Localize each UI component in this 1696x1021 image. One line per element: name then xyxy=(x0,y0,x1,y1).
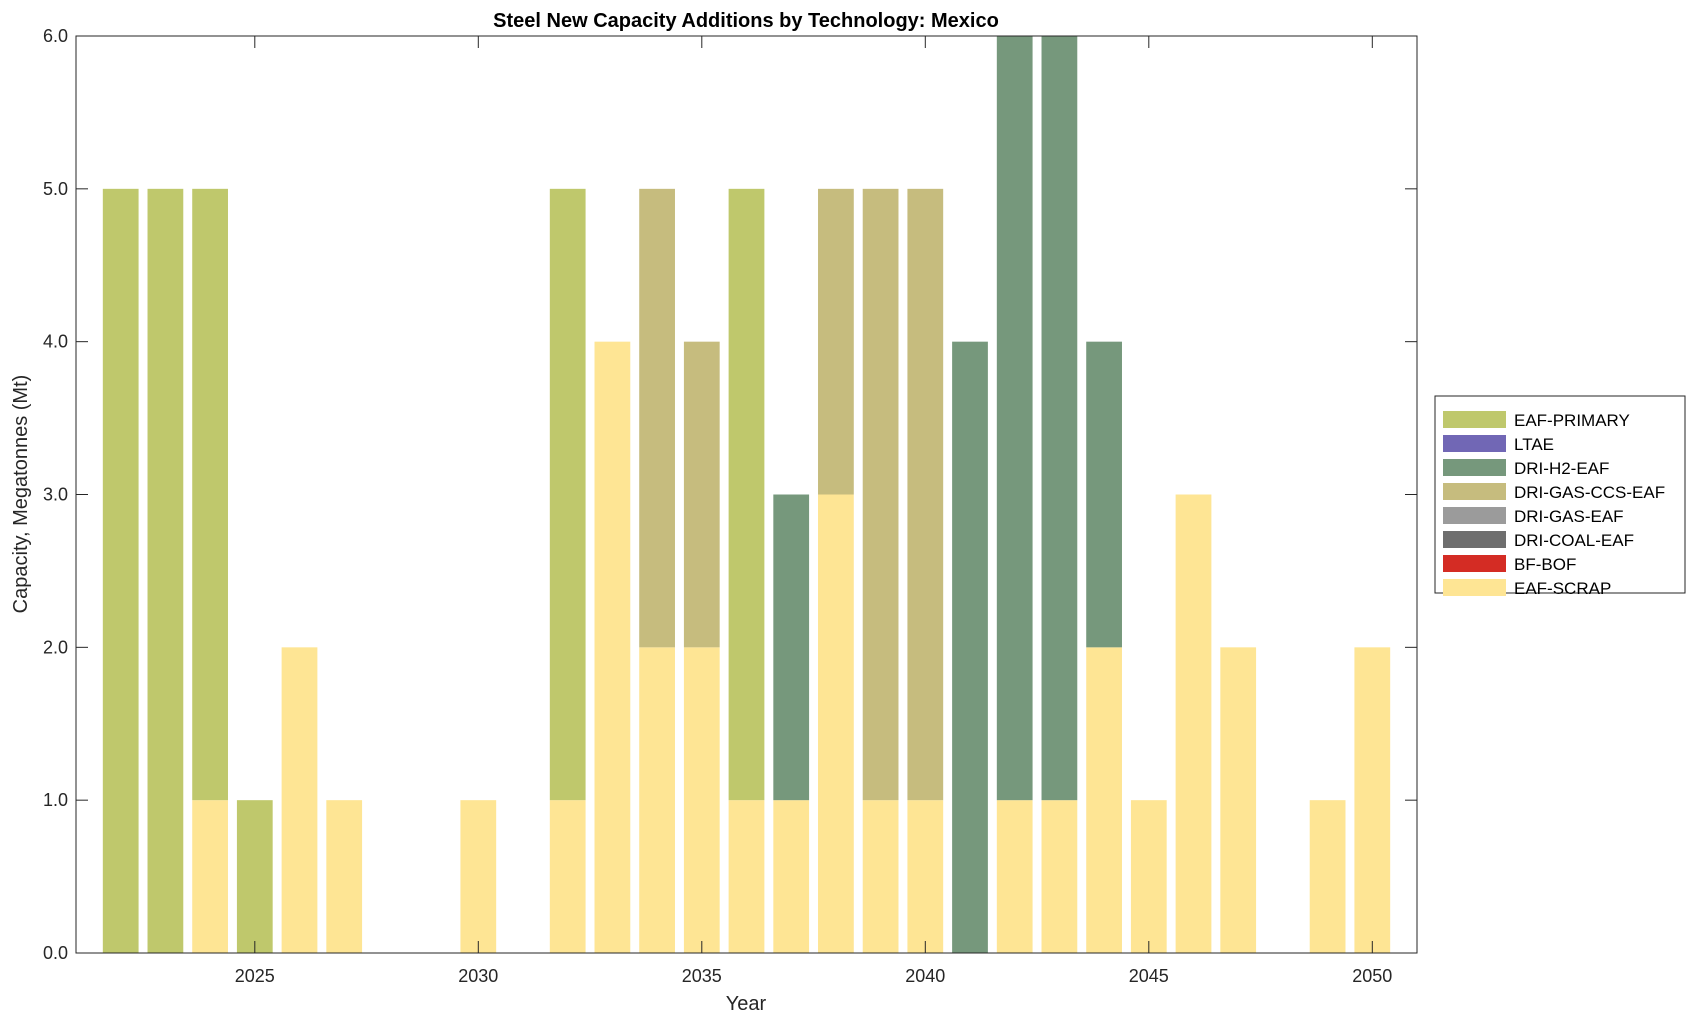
bar-dri-gas-ccs-eaf-2035 xyxy=(683,341,720,648)
legend-swatch-eaf-primary xyxy=(1443,411,1506,428)
bar-eaf-primary-2023 xyxy=(147,188,184,953)
y-tick-label: 5.0 xyxy=(43,179,68,199)
x-tick-label: 2030 xyxy=(458,966,498,986)
bar-eaf-scrap-2027 xyxy=(326,800,363,953)
y-tick-label: 6.0 xyxy=(43,26,68,46)
y-axis-label: Capacity, Megatonnes (Mt) xyxy=(10,375,32,614)
y-tick-label: 1.0 xyxy=(43,790,68,810)
legend-label: LTAE xyxy=(1514,435,1554,454)
legend-label: DRI-H2-EAF xyxy=(1514,459,1609,478)
bar-eaf-scrap-2037 xyxy=(773,800,810,953)
legend-label: DRI-GAS-EAF xyxy=(1514,507,1624,526)
y-tick-label: 4.0 xyxy=(43,332,68,352)
bar-eaf-scrap-2038 xyxy=(818,494,854,953)
legend-swatch-dri-gas-eaf xyxy=(1443,507,1506,524)
bar-dri-gas-ccs-eaf-2038 xyxy=(818,188,854,495)
bar-dri-h2-eaf-2037 xyxy=(773,494,810,801)
bar-eaf-scrap-2039 xyxy=(862,800,899,953)
bar-dri-h2-eaf-2043 xyxy=(1041,36,1078,801)
bars xyxy=(102,36,1391,953)
x-tick-label: 2040 xyxy=(905,966,945,986)
bar-eaf-scrap-2044 xyxy=(1086,647,1122,953)
bar-eaf-primary-2025 xyxy=(236,800,273,953)
bar-eaf-scrap-2036 xyxy=(728,800,765,953)
bar-dri-gas-ccs-eaf-2034 xyxy=(639,188,675,648)
x-tick-label: 2025 xyxy=(235,966,275,986)
legend-swatch-eaf-scrap xyxy=(1443,579,1506,596)
bar-eaf-scrap-2032 xyxy=(549,800,586,953)
legend-swatch-ltae xyxy=(1443,435,1506,452)
legend-label: DRI-GAS-CCS-EAF xyxy=(1514,483,1665,502)
x-tick-label: 2050 xyxy=(1352,966,1392,986)
legend-label: EAF-SCRAP xyxy=(1514,579,1611,598)
bar-dri-h2-eaf-2044 xyxy=(1086,341,1122,648)
x-tick-label: 2045 xyxy=(1129,966,1169,986)
x-tick-label: 2035 xyxy=(682,966,722,986)
x-axis-label: Year xyxy=(726,993,767,1015)
bar-eaf-scrap-2047 xyxy=(1220,647,1257,953)
bar-eaf-primary-2036 xyxy=(728,188,765,801)
y-tick-label: 3.0 xyxy=(43,485,68,505)
bar-eaf-primary-2022 xyxy=(102,188,139,953)
bar-eaf-scrap-2033 xyxy=(594,341,631,953)
legend-label: EAF-PRIMARY xyxy=(1514,411,1630,430)
bar-dri-h2-eaf-2042 xyxy=(996,36,1033,801)
bar-eaf-scrap-2050 xyxy=(1354,647,1391,953)
legend-label: BF-BOF xyxy=(1514,555,1576,574)
axes: 2025 2030 2035 2040 2045 2050 0.0 1.0 2.0 3.0 4.0 5… xyxy=(43,26,1417,986)
bar-eaf-scrap-2034 xyxy=(639,647,675,953)
bar-eaf-scrap-2024 xyxy=(192,800,228,953)
bar-dri-gas-ccs-eaf-2039 xyxy=(862,188,899,801)
bar-eaf-scrap-2043 xyxy=(1041,800,1078,953)
legend-swatch-bf-bof xyxy=(1443,555,1506,572)
y-tick-label: 0.0 xyxy=(43,943,68,963)
legend-swatch-dri-gas-ccs-eaf xyxy=(1443,483,1506,500)
legend-swatch-dri-h2-eaf xyxy=(1443,459,1506,476)
bar-eaf-scrap-2026 xyxy=(281,647,318,953)
bar-eaf-scrap-2046 xyxy=(1175,494,1212,953)
legend-swatch-dri-coal-eaf xyxy=(1443,531,1506,548)
bar-dri-gas-ccs-eaf-2040 xyxy=(907,188,944,801)
bar-eaf-primary-2032 xyxy=(549,188,586,801)
bar-eaf-scrap-2045 xyxy=(1130,800,1167,953)
bar-eaf-scrap-2035 xyxy=(683,647,720,953)
bar-dri-h2-eaf-2041 xyxy=(952,341,988,953)
legend: EAF-PRIMARY LTAE DRI-H2-EAF DRI-GAS-CCS-EAF… xyxy=(1434,395,1686,598)
bar-eaf-scrap-2040 xyxy=(907,800,944,953)
chart-title: Steel New Capacity Additions by Technolo… xyxy=(493,10,999,32)
bar-eaf-scrap-2030 xyxy=(460,800,497,953)
y-tick-label: 2.0 xyxy=(43,637,68,657)
bar-eaf-scrap-2049 xyxy=(1309,800,1346,953)
legend-label: DRI-COAL-EAF xyxy=(1514,531,1634,550)
bar-eaf-scrap-2042 xyxy=(996,800,1033,953)
bar-eaf-primary-2024 xyxy=(192,188,228,801)
